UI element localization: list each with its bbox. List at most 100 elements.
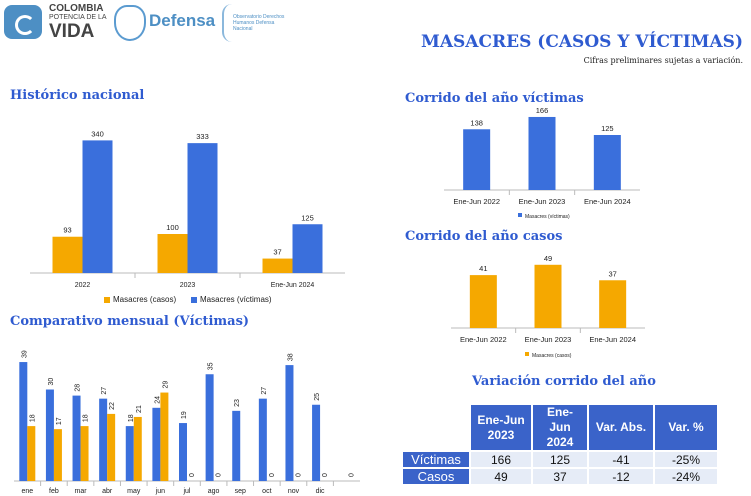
data-label: 30 (48, 378, 55, 386)
bar (82, 140, 113, 273)
x-tick-label: oct (262, 488, 271, 495)
data-label: 0 (322, 473, 329, 477)
x-tick-label: dic (316, 488, 325, 495)
legend-label: Masacres (casos) (532, 353, 572, 359)
data-label: 100 (166, 223, 179, 232)
data-label: 125 (601, 124, 614, 133)
data-label: 18 (29, 414, 36, 422)
header-cell: Ene-Jun 2024 (531, 403, 589, 452)
colombia-logo: COLOMBIA POTENCIA DE LA VIDA (4, 3, 107, 42)
bar (285, 365, 294, 481)
x-tick-label: sep (235, 488, 246, 495)
x-tick-label: mar (75, 488, 88, 495)
bar (469, 275, 497, 328)
x-tick-label: 2022 (75, 282, 91, 289)
data-label: 24 (154, 396, 161, 404)
table-row: Víctimas 166 125 -41 -25% (401, 450, 719, 469)
coat-of-arms-icon (114, 5, 146, 41)
bar (53, 429, 62, 481)
table-row: Casos 49 37 -12 -24% (401, 467, 719, 486)
table-title: Variación corrido del año (472, 374, 656, 389)
data-label: 19 (181, 411, 188, 419)
data-label: 28 (75, 384, 82, 392)
bar (463, 129, 491, 190)
chart-title-mensual: Comparativo mensual (Víctimas) (10, 314, 250, 329)
data-label: 0 (349, 473, 356, 477)
bar (599, 280, 627, 328)
data-label: 138 (470, 118, 483, 127)
x-tick-label: Ene-Jun 2023 (519, 197, 566, 206)
data-label: 25 (314, 393, 321, 401)
legend-swatch (518, 213, 522, 217)
bar (99, 398, 108, 481)
data-label: 18 (83, 414, 90, 422)
chart-title-historico: Histórico nacional (10, 88, 145, 103)
chart-title-casos: Corrido del año casos (405, 229, 563, 244)
x-tick-label: jul (182, 488, 190, 495)
data-label: 35 (208, 362, 215, 370)
bar (528, 116, 556, 190)
x-tick-label: Ene-Jun 2023 (525, 335, 572, 344)
x-tick-label: nov (288, 488, 300, 495)
bar (19, 362, 28, 481)
bar (107, 413, 116, 481)
bar (125, 426, 134, 481)
data-label: 29 (162, 381, 169, 389)
data-label: 27 (261, 387, 268, 395)
data-label: 39 (21, 350, 28, 358)
bar (593, 135, 621, 190)
x-tick-label: feb (49, 488, 59, 495)
page-subtitle: Cifras preliminares sujetas a variación. (583, 56, 743, 65)
legend-label: Masacres (casos) (113, 295, 176, 304)
data-label: 37 (273, 248, 281, 257)
legend-swatch (191, 297, 197, 303)
data-label: 22 (109, 402, 116, 410)
bar (160, 392, 169, 481)
data-label: 21 (136, 405, 143, 413)
bar (187, 143, 218, 273)
bar (45, 389, 54, 481)
chart-title-victimas: Corrido del año víctimas (405, 91, 584, 106)
bar (152, 407, 161, 481)
data-label: 27 (101, 387, 108, 395)
bar (312, 404, 321, 481)
legend-swatch (525, 352, 529, 356)
data-label: 0 (295, 473, 302, 477)
x-tick-label: may (127, 488, 141, 495)
bar (262, 258, 293, 273)
x-tick-label: Ene-Jun 2024 (271, 282, 315, 289)
data-label: 93 (63, 226, 71, 235)
bar (179, 423, 187, 481)
legend-label: Masacres (víctimas) (525, 214, 570, 220)
x-tick-label: Ene-Jun 2024 (589, 335, 636, 344)
legend-label: Masacres (víctimas) (200, 295, 272, 304)
bar (258, 398, 267, 481)
data-label: 49 (544, 254, 552, 263)
data-label: 0 (269, 473, 276, 477)
bar (27, 426, 36, 481)
x-tick-label: ago (208, 488, 220, 495)
header-cell: Var. Abs. (587, 403, 655, 452)
bar (232, 410, 241, 481)
data-label: 23 (234, 399, 241, 407)
x-tick-label: ene (21, 488, 33, 495)
bar (157, 234, 188, 273)
header-cell: Ene-Jun 2023 (469, 403, 533, 452)
bar (292, 224, 323, 273)
x-tick-label: Ene-Jun 2022 (460, 335, 507, 344)
data-label: 333 (196, 132, 209, 141)
data-label: 0 (216, 473, 223, 477)
observatory-logo (222, 4, 294, 42)
x-tick-label: jun (155, 488, 165, 495)
data-label: 125 (301, 213, 314, 222)
bar (72, 395, 81, 481)
bar (80, 426, 89, 481)
bar (52, 236, 83, 273)
variation-table: Ene-Jun 2023 Ene-Jun 2024 Var. Abs. Var.… (401, 403, 719, 486)
x-tick-label: Ene-Jun 2022 (453, 197, 500, 206)
bar (205, 374, 214, 481)
data-label: 166 (536, 106, 549, 115)
x-tick-label: Ene-Jun 2024 (584, 197, 631, 206)
data-label: 340 (91, 129, 104, 138)
